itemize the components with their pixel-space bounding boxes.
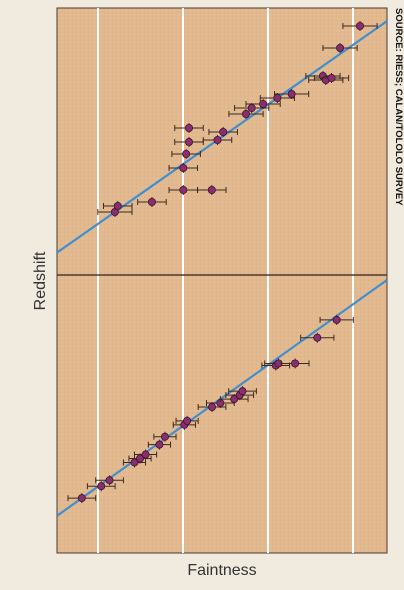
data-point [95,475,124,486]
data-marker [97,482,106,491]
data-marker [182,149,191,158]
top-panel [57,8,387,275]
data-point [197,402,227,413]
data-point [313,73,350,83]
data-point [153,431,177,442]
data-marker [141,450,150,459]
data-marker [183,416,192,425]
data-point [228,386,257,397]
data-point [67,493,97,504]
plot-frame [56,7,388,554]
data-point [168,163,199,173]
data-marker [147,197,156,206]
data-point [319,314,354,325]
data-marker [313,333,322,342]
data-point [280,358,310,369]
data-point [171,149,201,159]
data-point [208,127,238,137]
data-marker [160,432,169,441]
data-marker [287,90,296,99]
data-marker [184,124,193,133]
data-point [219,394,249,405]
data-point [103,201,133,211]
data-marker [238,387,247,396]
data-point [174,123,204,133]
data-marker [208,403,217,412]
data-point [228,109,264,119]
data-marker [291,359,300,368]
data-marker [327,74,336,83]
data-marker [77,494,86,503]
data-marker [336,44,345,53]
data-point [245,99,281,109]
data-marker [247,104,256,113]
data-point [147,439,171,450]
data-point [86,481,116,492]
data-point [128,453,152,464]
data-point [322,43,358,53]
data-marker [207,185,216,194]
data-point [202,135,233,145]
data-marker [332,315,341,324]
data-point [137,197,167,207]
data-point [133,449,158,460]
data-marker [241,110,250,119]
data-point [97,207,133,217]
data-marker [105,476,114,485]
data-point [175,415,199,426]
data-point [300,332,335,343]
fit-line [57,279,387,517]
data-marker [259,100,268,109]
y-axis-label: Redshift [32,251,49,310]
x-axis-label: Faintness [187,562,256,579]
data-marker [355,21,364,30]
source-credit: SOURCE: RIESS; CALAN/TOLOLO SURVEY [393,8,404,206]
data-point [168,185,199,195]
data-marker [179,163,188,172]
data-marker [155,440,164,449]
data-marker [213,135,222,144]
data-point [342,21,378,31]
data-point [174,137,204,147]
data-marker [184,137,193,146]
data-marker [179,185,188,194]
data-marker [219,127,228,136]
data-marker [113,201,122,210]
bottom-panel [57,275,387,553]
data-point [274,89,310,99]
data-point [197,185,227,195]
